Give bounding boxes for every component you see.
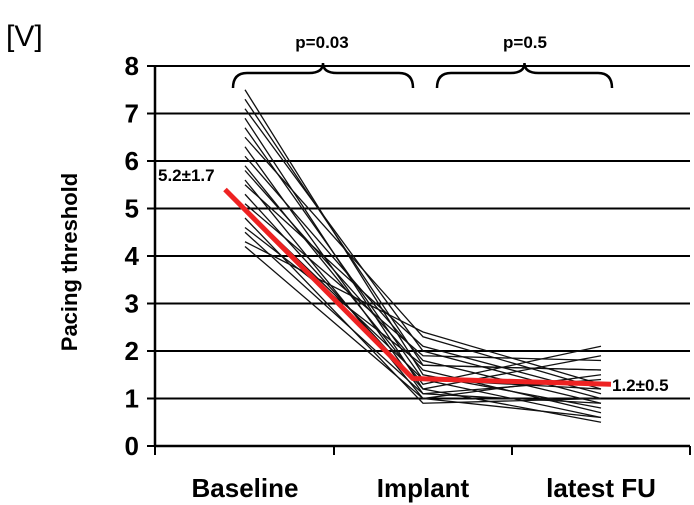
x-tick-label: Implant: [377, 473, 470, 503]
y-tick-label: 7: [125, 99, 139, 129]
brace-baseline-implant: [231, 62, 415, 89]
patient-line-1: [244, 89, 602, 409]
patient-line-2: [244, 98, 602, 371]
mean-line-group: [223, 187, 612, 387]
y-tick-label: 3: [125, 289, 139, 319]
patient-line-7: [244, 146, 602, 395]
y-tick-labels: 0 1 2 3 4 5 6 7 8: [125, 51, 140, 461]
y-tick-label: 2: [125, 336, 139, 366]
x-tick-label: latest FU: [546, 473, 656, 503]
x-tick-label: Baseline: [192, 473, 299, 503]
y-tick-label: 6: [125, 146, 139, 176]
patient-line-17: [244, 226, 602, 371]
mean-line: [223, 187, 612, 387]
y-tick-label: 4: [125, 241, 140, 271]
annotation-baseline-mean: 5.2±1.7: [158, 166, 215, 185]
patient-line-10: [244, 170, 602, 414]
annotation-p-implant-fu: p=0.5: [503, 33, 547, 52]
y-tick-label: 8: [125, 51, 139, 81]
y-tick-label: 1: [125, 384, 139, 414]
brace-implant-fu: [435, 62, 614, 89]
annotation-p-baseline-implant: p=0.03: [295, 33, 348, 52]
patient-line-6: [244, 136, 602, 390]
patient-lines: [244, 89, 602, 423]
patient-line-18: [244, 231, 602, 404]
y-tick-label: 0: [125, 431, 139, 461]
significance-braces: [231, 62, 614, 89]
patient-line-8: [244, 155, 602, 404]
patient-line-14: [244, 203, 602, 362]
patient-line-20: [244, 246, 602, 419]
y-axis-title: Pacing threshold: [57, 173, 82, 351]
gridlines: [147, 65, 691, 455]
x-tick-labels: Baseline Implant latest FU: [192, 473, 656, 503]
patient-line-12: [244, 184, 602, 395]
y-unit-label: [V]: [6, 20, 43, 53]
y-tick-label: 5: [125, 194, 139, 224]
patient-line-15: [244, 208, 602, 390]
patient-line-13: [244, 193, 602, 423]
annotation-fu-mean: 1.2±0.5: [612, 376, 669, 395]
